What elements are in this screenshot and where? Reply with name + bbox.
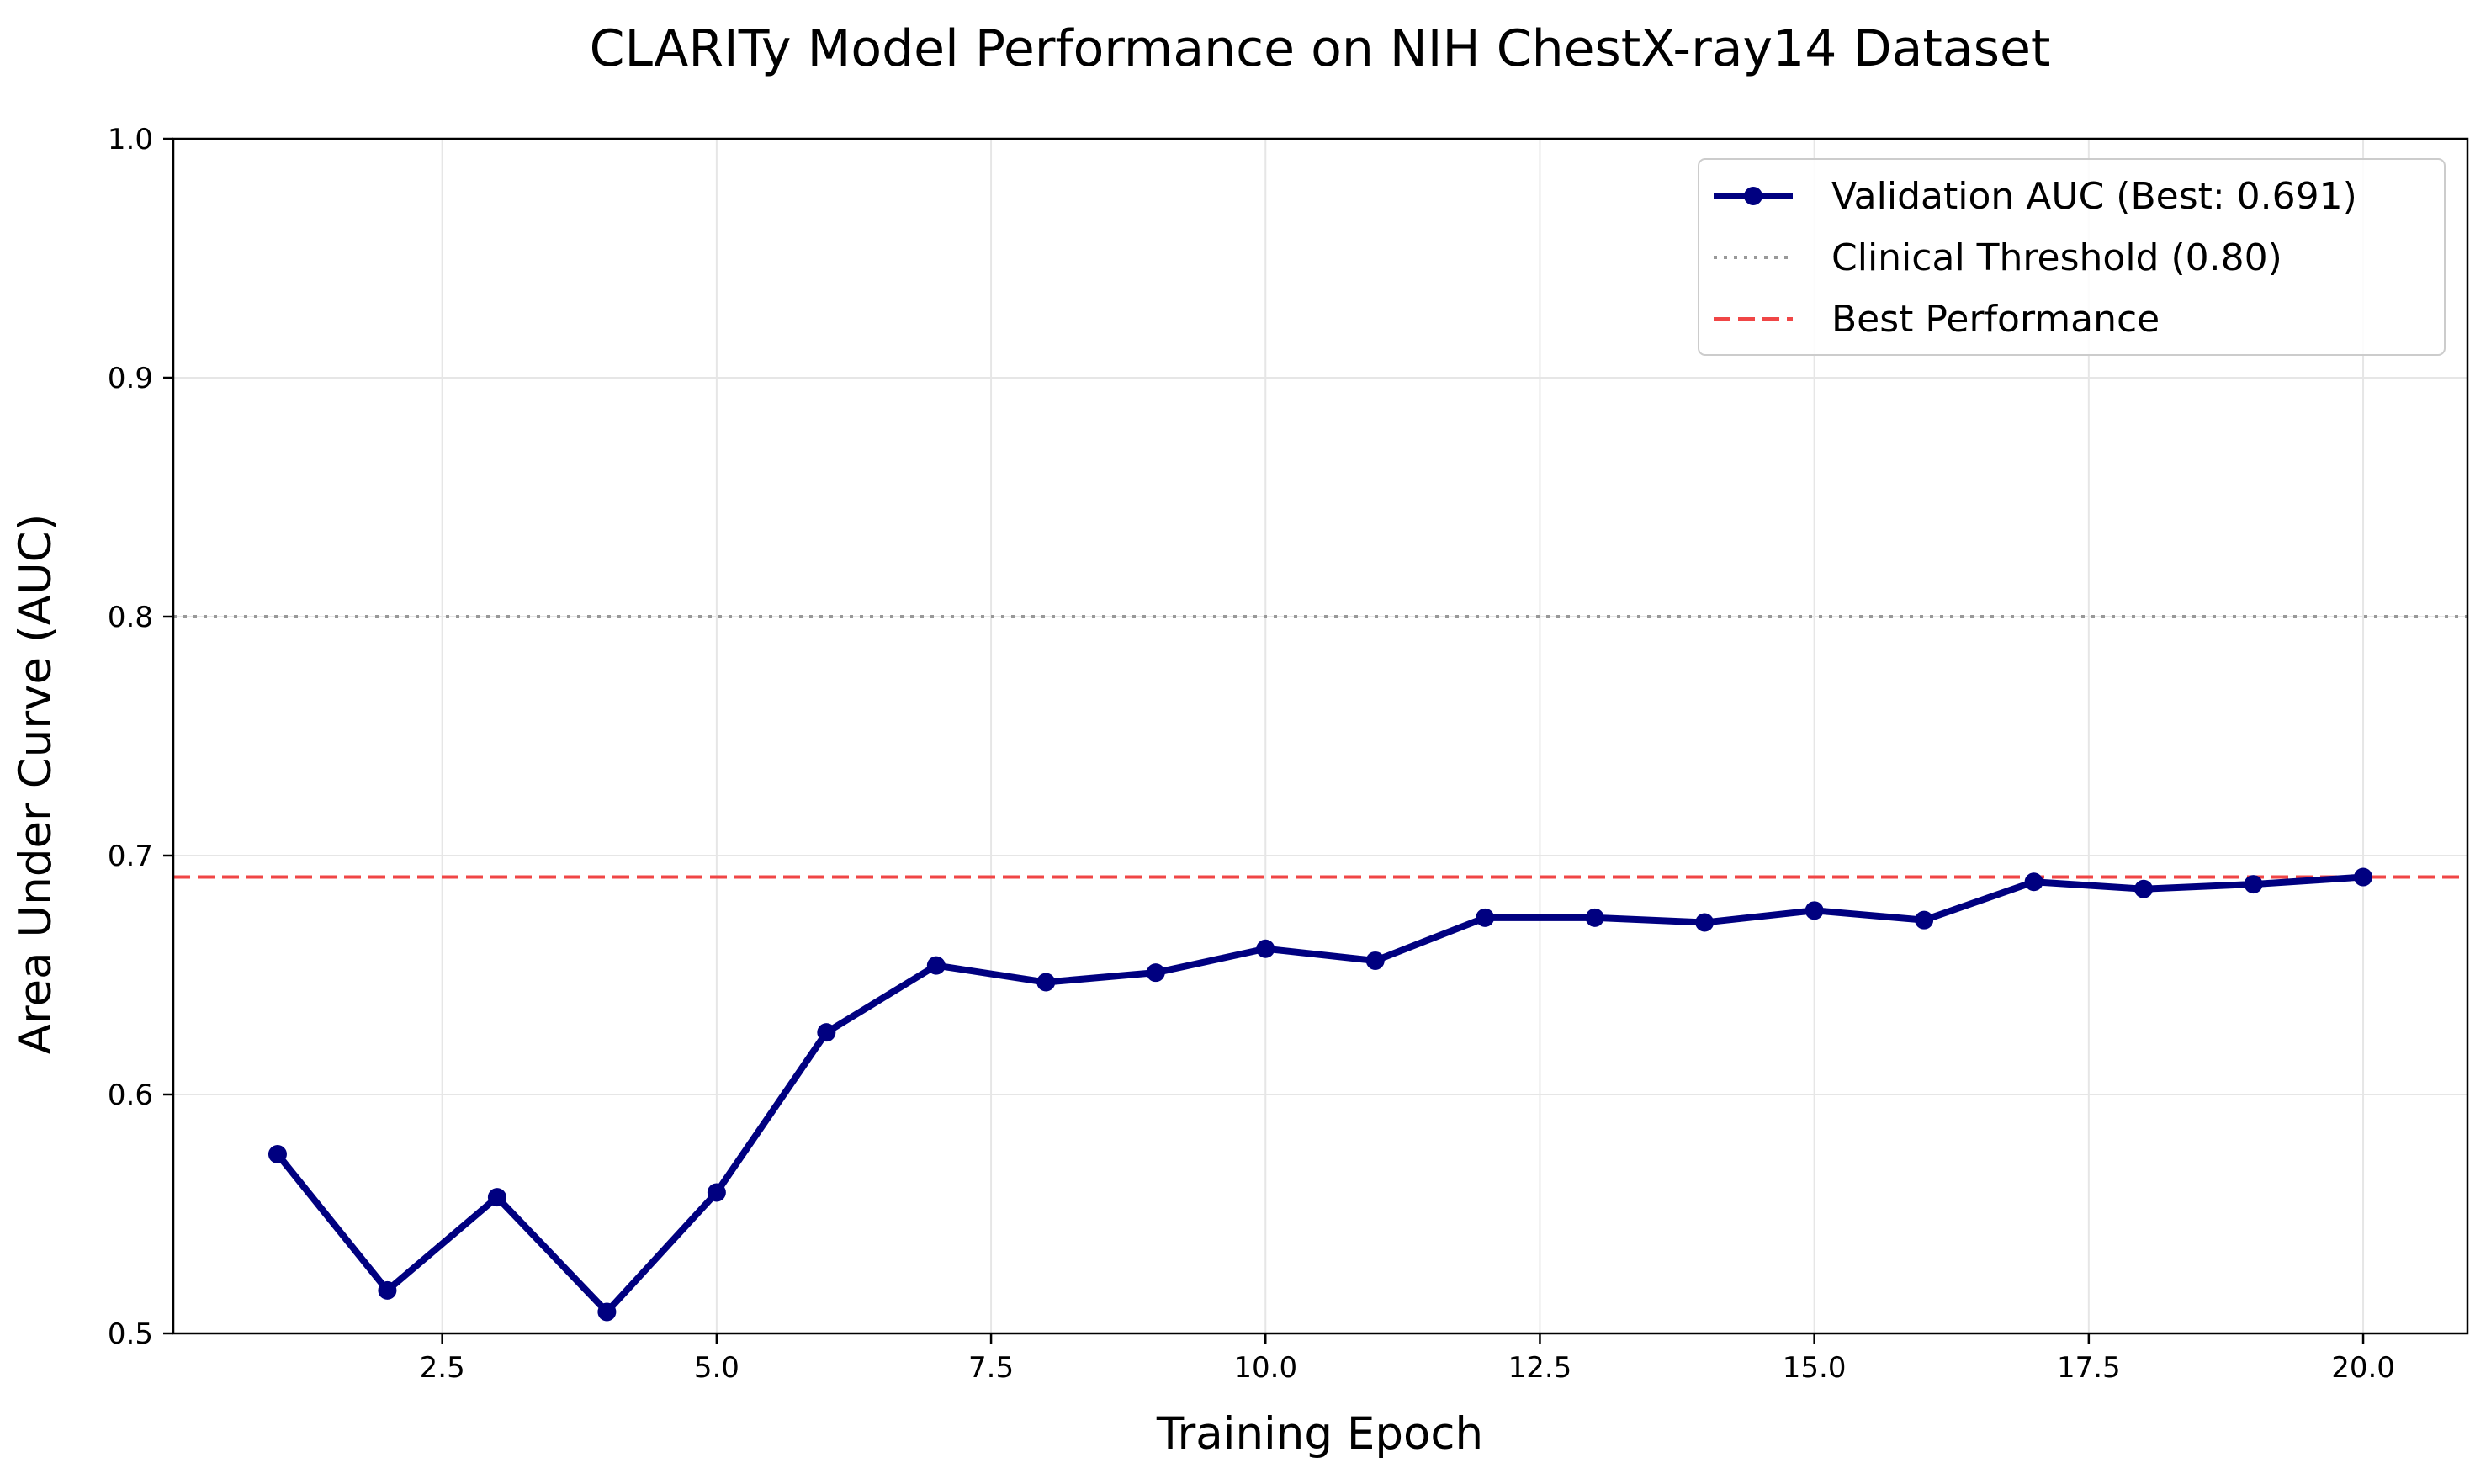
data-point — [2134, 879, 2154, 898]
y-tick-label: 0.9 — [108, 362, 153, 395]
data-point — [378, 1280, 397, 1300]
chart-title: CLARITy Model Performance on NIH ChestX-… — [590, 19, 2051, 78]
legend-label: Clinical Threshold (0.80) — [1831, 236, 2282, 279]
data-point — [597, 1302, 617, 1322]
data-point — [707, 1183, 726, 1202]
y-axis-label: Area Under Curve (AUC) — [10, 514, 61, 1055]
data-point — [268, 1145, 287, 1163]
data-point — [1805, 901, 1824, 920]
legend-label: Validation AUC (Best: 0.691) — [1831, 175, 2357, 218]
legend-box — [1698, 158, 2446, 356]
data-point — [2244, 875, 2263, 894]
y-tick-label: 0.8 — [108, 601, 153, 634]
x-tick-label: 15.0 — [1783, 1351, 1847, 1385]
x-tick-label: 10.0 — [1233, 1351, 1297, 1385]
series-line — [273, 873, 2367, 1316]
reference-lines — [173, 615, 2467, 879]
legend: Validation AUC (Best: 0.691) Clinical Thr… — [1698, 158, 2446, 356]
data-point — [1146, 963, 1165, 983]
x-tick-label: 12.5 — [1508, 1351, 1572, 1385]
x-tick-label: 2.5 — [420, 1351, 465, 1385]
y-tick-label: 1.0 — [108, 123, 153, 156]
x-tick-label: 17.5 — [2057, 1351, 2121, 1385]
data-point — [1256, 939, 1275, 958]
y-tick-label: 0.6 — [108, 1079, 153, 1112]
data-point — [2354, 867, 2373, 887]
y-axis-ticks: 0.5 0.6 0.7 0.8 0.9 1.0 — [108, 123, 173, 1351]
y-tick-label: 0.7 — [108, 840, 153, 873]
data-point — [487, 1188, 506, 1207]
data-point — [817, 1023, 836, 1042]
x-tick-label: 7.5 — [968, 1351, 1014, 1385]
x-tick-label: 20.0 — [2331, 1351, 2395, 1385]
data-point — [1915, 910, 1934, 930]
x-axis-ticks: 2.5 5.0 7.5 10.0 12.5 15.0 17.5 20.0 — [420, 1333, 2395, 1385]
data-point — [1585, 908, 1604, 927]
data-point — [1695, 913, 1715, 932]
series-layer — [268, 867, 2373, 1322]
data-point — [1365, 951, 1385, 970]
x-axis-label: Training Epoch — [1156, 1408, 1483, 1460]
data-point — [1476, 908, 1495, 927]
data-point — [1036, 973, 1056, 992]
plot-frame — [172, 137, 2469, 1335]
data-point — [926, 956, 946, 975]
y-tick-label: 0.5 — [108, 1317, 153, 1351]
data-point — [2024, 872, 2043, 892]
legend-label: Best Performance — [1831, 298, 2160, 341]
legend-marker — [1744, 187, 1762, 205]
x-tick-label: 5.0 — [694, 1351, 739, 1385]
